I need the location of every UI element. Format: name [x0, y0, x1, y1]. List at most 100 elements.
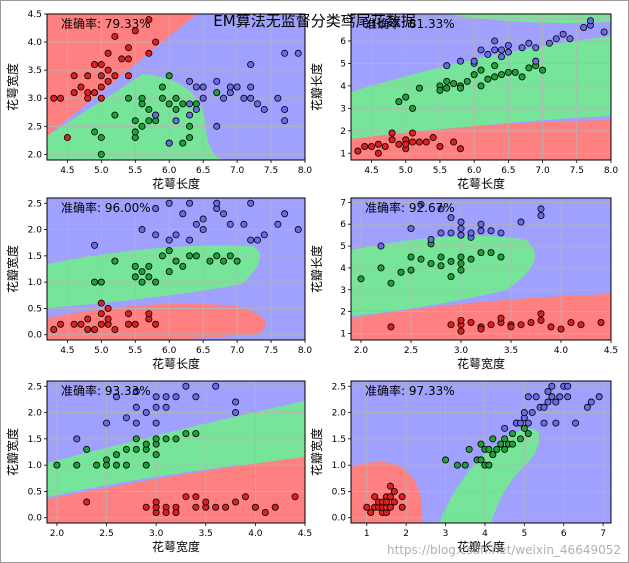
point-blue — [407, 225, 415, 233]
point-red — [390, 498, 398, 506]
point-green — [436, 86, 444, 94]
y-tick-label: 6 — [340, 37, 346, 47]
point-red — [202, 498, 210, 506]
y-axis-label: 花瓣长度 — [309, 63, 324, 111]
point-green — [233, 257, 241, 265]
point-green — [409, 104, 417, 112]
point-blue — [165, 236, 173, 244]
point-green — [456, 84, 464, 92]
y-tick-label: 7 — [340, 14, 346, 24]
point-red — [212, 503, 220, 511]
point-green — [485, 461, 493, 469]
y-tick-label: 2.0 — [332, 409, 347, 419]
point-blue — [162, 403, 170, 411]
point-blue — [564, 382, 572, 390]
subplot-6: 1 2 3 4 5 6 7 0.0 0.5 1.0 1.5 2.0 2.5 花瓣长度 花瓣宽度 准确率: 97… — [309, 380, 612, 554]
point-red — [84, 89, 92, 97]
point-red — [517, 321, 525, 329]
x-tick-label: 5.0 — [94, 346, 109, 356]
y-tick-label: 5 — [340, 242, 346, 252]
point-blue — [437, 229, 445, 237]
point-blue — [260, 105, 268, 113]
point-blue — [559, 30, 567, 38]
point-green — [152, 435, 160, 443]
point-green — [93, 461, 101, 469]
y-tick-label: 2 — [340, 308, 346, 318]
point-red — [537, 316, 545, 324]
point-blue — [504, 48, 512, 56]
grid — [47, 14, 305, 160]
point-green — [465, 445, 473, 453]
point-red — [447, 321, 455, 329]
point-red — [597, 319, 605, 327]
point-red — [152, 320, 160, 328]
points — [357, 201, 605, 335]
x-axis-label: 花萼宽度 — [152, 539, 200, 554]
point-green — [407, 253, 415, 261]
point-red — [84, 325, 92, 333]
point-red — [374, 149, 382, 157]
point-green — [443, 84, 451, 92]
subplot-2: 4.5 5.0 5.5 6.0 6.5 7.0 7.5 8.0 1 2 3 4 5 6 7 花萼长度 花瓣长度 准… — [309, 13, 618, 191]
point-green — [145, 262, 153, 270]
point-blue — [587, 398, 595, 406]
y-tick-label: 2.0 — [28, 409, 43, 419]
point-red — [57, 320, 65, 328]
point-blue — [447, 214, 455, 222]
point-green — [447, 257, 455, 265]
point-green — [453, 461, 461, 469]
point-red — [97, 299, 105, 307]
point-blue — [142, 409, 150, 417]
point-green — [501, 445, 509, 453]
region-red — [351, 294, 611, 340]
x-tick-label: 8.0 — [298, 166, 313, 176]
point-green — [467, 255, 475, 263]
x-tick-label: 1 — [364, 529, 370, 539]
point-blue — [152, 393, 160, 401]
point-red — [354, 147, 362, 155]
point-green — [497, 440, 505, 448]
point-green — [377, 264, 385, 272]
point-green — [138, 122, 146, 130]
point-red — [91, 61, 99, 69]
point-red — [97, 310, 105, 318]
y-tick-label: 0.5 — [332, 487, 346, 497]
figure-title: EM算法无监督分类鸢尾花数据 — [213, 12, 416, 30]
x-tick-label: 4.5 — [60, 166, 74, 176]
point-blue — [247, 83, 255, 91]
point-blue — [443, 62, 451, 70]
point-blue — [226, 83, 234, 91]
point-blue — [518, 44, 526, 52]
point-green — [226, 252, 234, 260]
point-green — [192, 252, 200, 260]
point-red — [487, 321, 495, 329]
point-blue — [232, 409, 240, 417]
point-red — [232, 498, 240, 506]
y-axis-label: 花瓣长度 — [309, 245, 324, 293]
point-red — [222, 503, 230, 511]
point-blue — [498, 53, 506, 61]
point-green — [489, 451, 497, 459]
y-tick-label: 2.0 — [28, 226, 43, 236]
point-red — [70, 89, 78, 97]
point-blue — [253, 100, 261, 108]
point-blue — [544, 388, 552, 396]
point-blue — [524, 393, 532, 401]
x-tick-label: 7.5 — [264, 346, 278, 356]
point-green — [124, 94, 132, 102]
point-red — [142, 503, 150, 511]
subplot-1: 4.5 5.0 5.5 6.0 6.5 7.0 7.5 8.0 2.0 2.5 3.0 3.5 4.0 4… — [5, 10, 312, 191]
point-green — [461, 461, 469, 469]
point-blue — [552, 35, 560, 43]
x-tick-label: 8.0 — [298, 346, 313, 356]
x-tick-label: 7.5 — [570, 166, 584, 176]
point-green — [220, 257, 228, 265]
point-green — [395, 98, 403, 106]
point-red — [111, 72, 119, 80]
point-red — [382, 498, 390, 506]
y-tick-label: 4.5 — [28, 10, 42, 20]
point-green — [504, 68, 512, 76]
point-blue — [232, 398, 240, 406]
point-blue — [212, 382, 220, 390]
